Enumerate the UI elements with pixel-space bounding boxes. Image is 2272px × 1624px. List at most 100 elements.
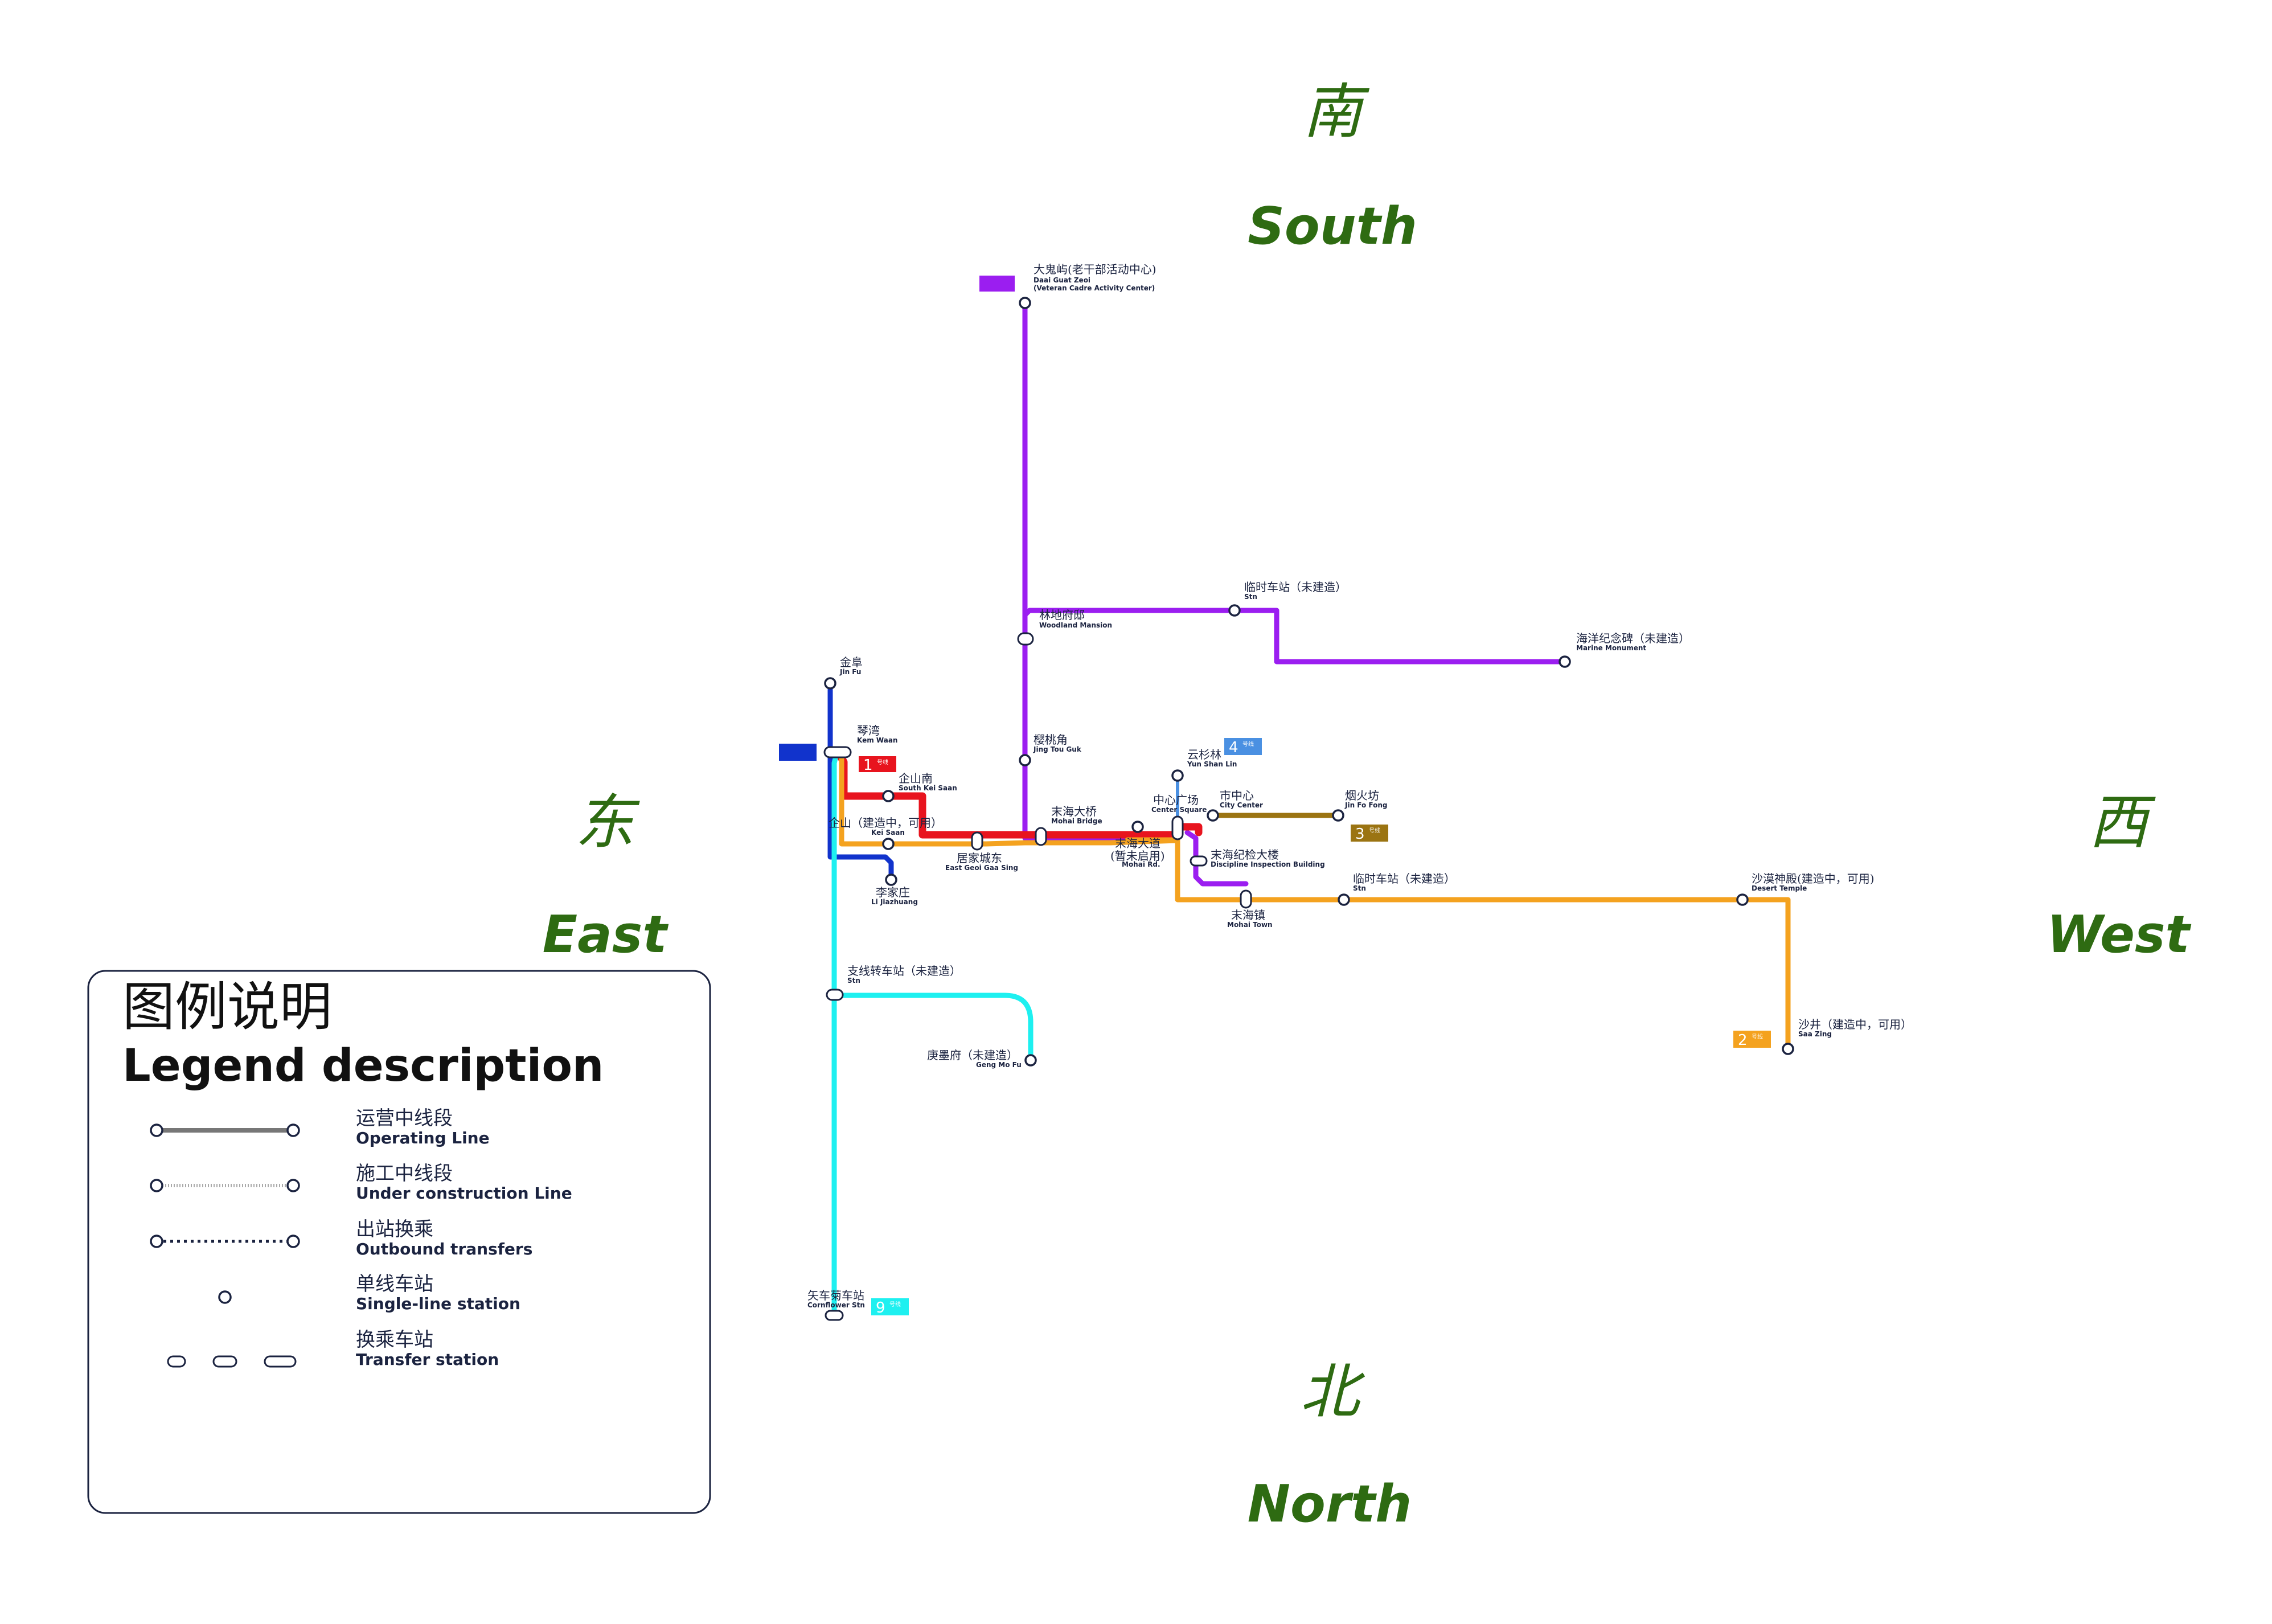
station-eastgeoi[interactable] — [971, 831, 983, 851]
line-badge-4: 4 号线 — [1224, 738, 1262, 756]
station-branchstn[interactable] — [826, 989, 844, 1001]
label-mohaibridge-en: Mohai Bridge — [1051, 817, 1102, 825]
label-linshi-south-cn: 临时车站（未建造） — [1353, 872, 1455, 885]
label-eastgeoi-en: East Geoi Gaa Sing — [945, 864, 1018, 872]
label-southkeisaan-en: South Kei Saan — [899, 784, 957, 792]
label-linshi-south-en: Stn — [1353, 884, 1366, 892]
station-marine[interactable] — [1559, 655, 1571, 668]
label-deserttemple-en: Desert Temple — [1752, 884, 1807, 892]
label-mohaird-cn2: (暂未启用) — [1110, 849, 1165, 863]
legend-item-operating-cn: 运营中线段 — [356, 1107, 453, 1130]
svg-text:4: 4 — [1229, 739, 1238, 756]
station-keisaan[interactable] — [882, 838, 895, 850]
label-discipline-cn: 末海纪检大楼 — [1211, 848, 1279, 862]
label-mohaitown-en: Mohai Town — [1227, 921, 1273, 929]
label-woodland-en: Woodland Mansion — [1039, 621, 1112, 629]
label-keisaan-cn: 企山（建造中，可用） — [829, 816, 942, 830]
label-linshi-north-en: Stn — [1244, 593, 1257, 601]
label-citycenter-cn: 市中心 — [1220, 789, 1254, 802]
station-jingtougok[interactable] — [1019, 754, 1031, 766]
direction-labels: 南 South 东 East 西 West 北 North — [543, 77, 2192, 1534]
legend-item-operating-en: Operating Line — [356, 1129, 490, 1147]
station-southkeisaan[interactable] — [882, 790, 895, 802]
direction-top-en: South — [1248, 196, 1417, 256]
station-citycenter[interactable] — [1207, 809, 1219, 822]
legend-item-single-cn: 单线车站 — [356, 1273, 433, 1295]
label-daiguatzeoi-en1: Daai Guat Zeoi — [1034, 276, 1090, 284]
station-woodland[interactable] — [1017, 632, 1034, 646]
label-daiguatzeoi-cn: 大鬼屿(老干部活动中心) — [1034, 263, 1156, 276]
label-southkeisaan-cn: 企山南 — [899, 772, 933, 785]
label-kemwaan-cn: 琴湾 — [857, 724, 880, 737]
station-linshi-north[interactable] — [1228, 604, 1241, 617]
label-saazing-cn: 沙井（建造中，可用） — [1798, 1018, 1912, 1031]
legend-operating-start — [150, 1123, 163, 1137]
station-mohaibridge[interactable] — [1035, 827, 1047, 846]
svg-text:号线: 号线 — [877, 758, 888, 766]
legend-title-en: Legend description — [122, 1040, 604, 1092]
line-badge-purple — [979, 276, 1015, 292]
station-jinfofong[interactable] — [1332, 809, 1344, 822]
legend-transfer-station-4 — [264, 1355, 297, 1368]
legend-transfer-station-3 — [212, 1355, 237, 1368]
label-kemwaan-en: Kem Waan — [857, 736, 897, 744]
legend-item-outbound-cn: 出站换乘 — [356, 1218, 433, 1241]
label-mohaird-cn: 末海大道 — [1115, 836, 1160, 850]
station-gengmofu[interactable] — [1024, 1054, 1037, 1067]
svg-text:号线: 号线 — [1752, 1033, 1763, 1040]
direction-right-en: West — [2047, 905, 2191, 965]
legend-operating-end — [286, 1123, 300, 1137]
station-jinfu[interactable] — [824, 677, 836, 690]
label-yunshanlin-en: Yun Shan Lin — [1187, 760, 1237, 768]
station-daiguatzeoi[interactable] — [1019, 297, 1031, 309]
direction-left-cn: 东 — [575, 788, 640, 857]
direction-left-en: East — [543, 905, 669, 965]
station-saazing[interactable] — [1782, 1043, 1794, 1055]
line-2-orange — [839, 754, 1791, 1052]
label-mohaibridge-cn: 末海大桥 — [1051, 805, 1097, 818]
label-lijiazhuang-cn: 李家庄 — [876, 885, 910, 899]
station-lijiazhuang[interactable] — [885, 873, 897, 886]
station-linshi-south[interactable] — [1338, 893, 1350, 906]
station-cornflower[interactable] — [825, 1310, 844, 1321]
station-deserttemple[interactable] — [1736, 893, 1749, 906]
label-deserttemple-cn: 沙漠神殿(建造中，可用) — [1752, 872, 1875, 885]
legend-outbound-start — [150, 1235, 163, 1248]
direction-bottom-cn: 北 — [1300, 1357, 1365, 1426]
station-yunshanlin[interactable] — [1171, 769, 1184, 782]
svg-text:号线: 号线 — [1369, 827, 1380, 834]
direction-right-cn: 西 — [2089, 788, 2156, 857]
label-linshi-north-cn: 临时车站（未建造） — [1244, 580, 1347, 594]
label-saazing-en: Saa Zing — [1798, 1030, 1832, 1038]
label-daiguatzeoi-en2: (Veteran Cadre Activity Center) — [1034, 284, 1155, 292]
svg-text:2: 2 — [1738, 1032, 1748, 1049]
line-badge-blue — [779, 744, 817, 761]
legend-panel: 图例说明 Legend description 运营中线段 Operating … — [87, 970, 711, 1514]
label-cornflower-cn: 矢车菊车站 — [807, 1289, 864, 1302]
stations — [823, 297, 1794, 1321]
station-mohaird[interactable] — [1131, 821, 1144, 833]
legend-title-cn: 图例说明 — [122, 977, 332, 1037]
label-marine-cn: 海洋纪念碑（未建造） — [1576, 631, 1690, 645]
station-labels: 大鬼屿(老干部活动中心) Daai Guat Zeoi (Veteran Cad… — [807, 263, 1912, 1309]
label-jinfu-cn: 金阜 — [840, 655, 863, 669]
label-jinfofong-en: Jin Fo Fong — [1344, 801, 1388, 809]
label-centersquare-en: Center Square — [1151, 806, 1207, 814]
line-badges: 1 号线 4 号线 3 号线 2 号线 9 号线 — [779, 276, 1771, 1317]
legend-single-station — [218, 1290, 232, 1304]
station-kemwaan[interactable] — [823, 746, 852, 758]
label-marine-en: Marine Monument — [1576, 644, 1646, 652]
label-jinfofong-cn: 烟火坊 — [1345, 789, 1379, 802]
label-citycenter-en: City Center — [1220, 801, 1263, 809]
station-mohaitown[interactable] — [1240, 889, 1252, 909]
station-discipline[interactable] — [1190, 855, 1208, 867]
label-discipline-en: Discipline Inspection Building — [1211, 860, 1325, 868]
legend-item-transfer-en: Transfer station — [356, 1350, 499, 1369]
legend-item-outbound-en: Outbound transfers — [356, 1240, 532, 1258]
line-blue — [827, 680, 894, 883]
legend-item-single-en: Single-line station — [356, 1294, 520, 1313]
legend-transfer-station-2 — [167, 1355, 186, 1368]
legend-item-construction-cn: 施工中线段 — [356, 1162, 453, 1185]
station-centersquare[interactable] — [1171, 815, 1184, 840]
